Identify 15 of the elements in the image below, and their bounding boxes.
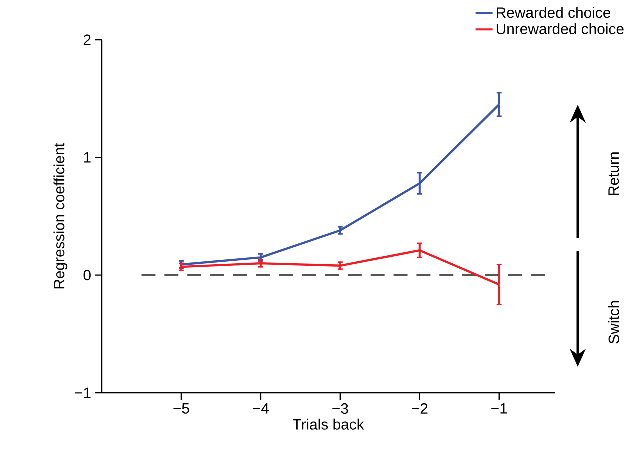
x-axis-title: Trials back	[292, 418, 364, 430]
x-tick-label: −2	[412, 403, 428, 414]
y-tick-label: 0	[84, 270, 91, 281]
text: Return	[608, 152, 620, 196]
x-tick-label: −5	[174, 403, 190, 414]
y-axis-title: Regression coefficient	[54, 143, 68, 289]
y-tick-label: −1	[75, 388, 91, 398]
y-tick-label: 2	[84, 34, 91, 46]
text: Switch	[608, 301, 620, 344]
legend-label: Rewarded choice	[497, 7, 611, 18]
x-tick-label: −4	[253, 403, 270, 414]
y-tick-label: 1	[84, 152, 91, 163]
x-tick-label: −1	[492, 403, 508, 414]
legend-label: Unrewarded choice	[496, 23, 624, 34]
x-tick-label: −3	[332, 403, 348, 414]
